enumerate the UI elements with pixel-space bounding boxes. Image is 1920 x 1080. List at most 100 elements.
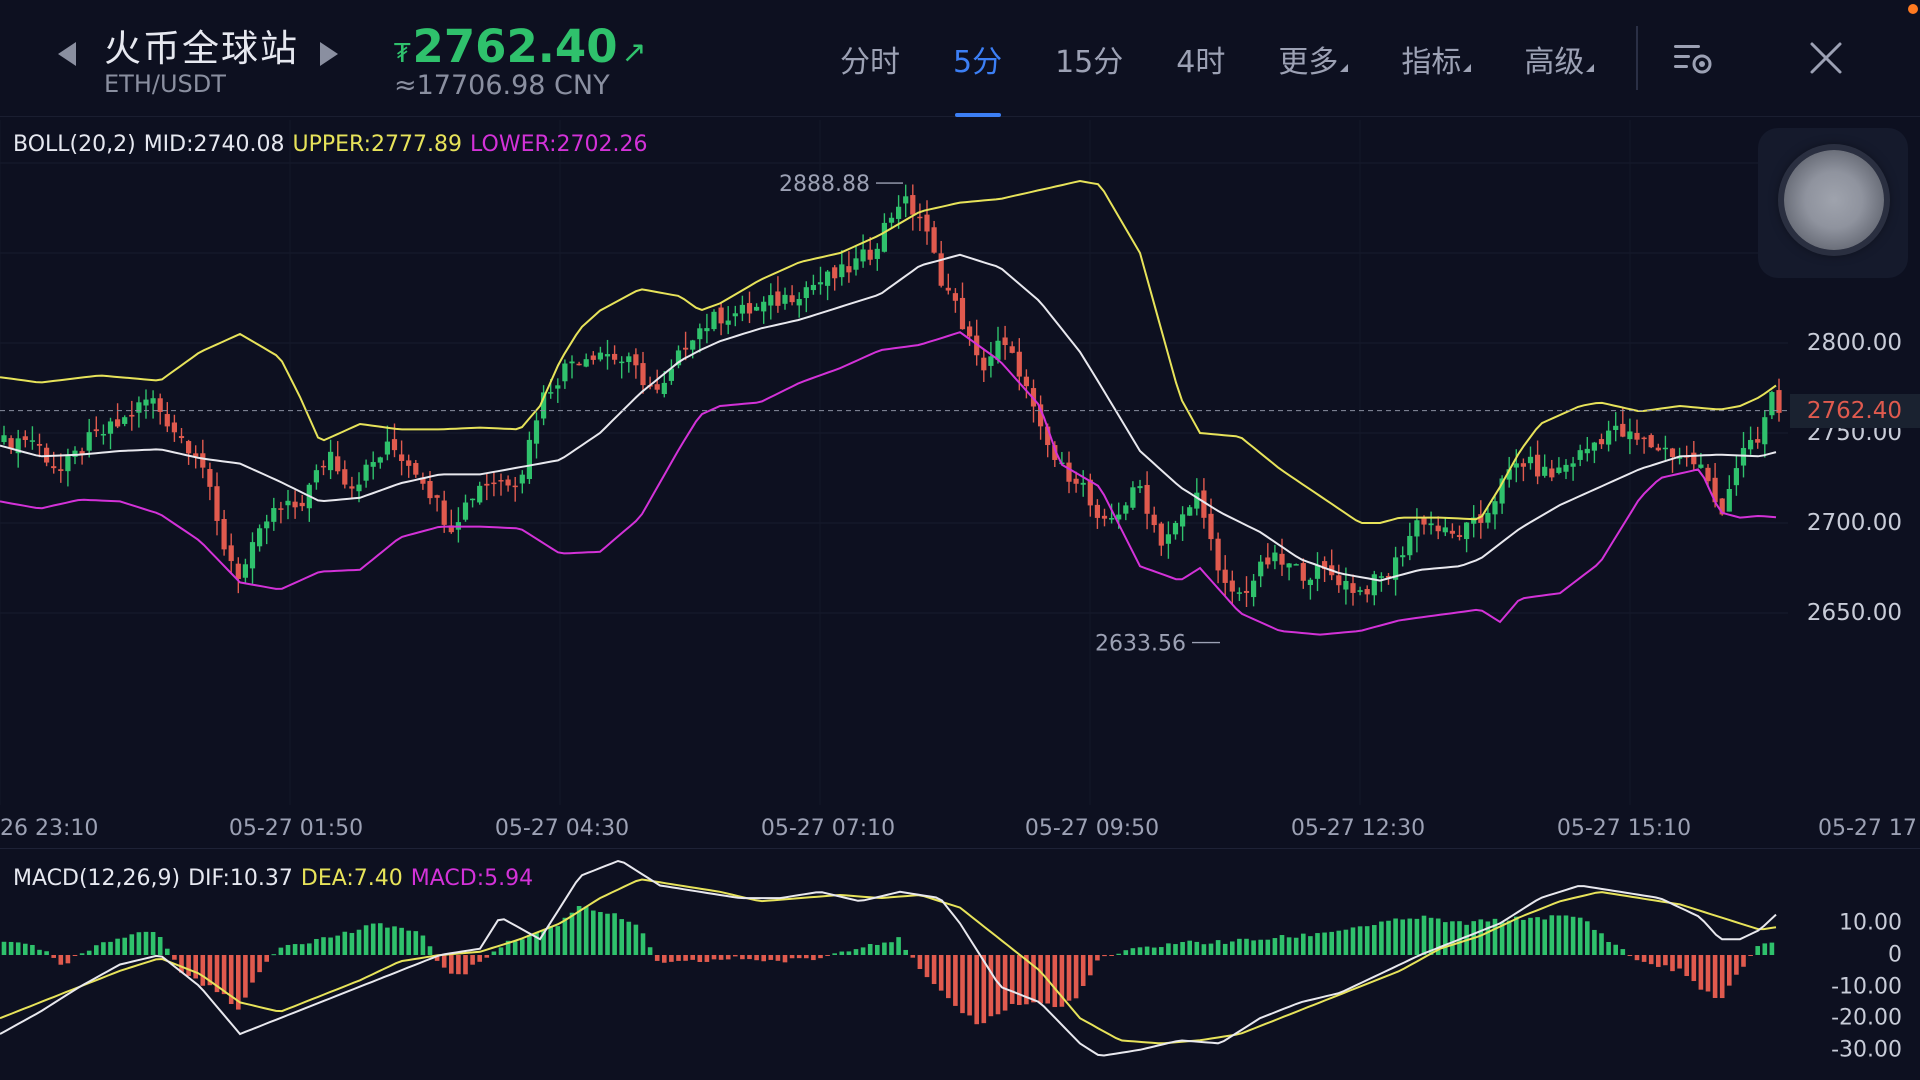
- candle-body: [1123, 505, 1129, 514]
- candle-up: [1407, 522, 1413, 561]
- candle-down: [512, 476, 518, 502]
- macd-bar-positive: [1151, 947, 1157, 955]
- candle-body: [1762, 417, 1768, 445]
- candle-up: [697, 323, 703, 353]
- candle-down: [1038, 395, 1044, 440]
- candle-body: [988, 356, 994, 366]
- candle-body: [136, 402, 142, 413]
- candle-body: [860, 249, 866, 262]
- macd-bar-negative: [811, 955, 816, 961]
- candle-body: [1229, 580, 1235, 592]
- tab-4h[interactable]: 4时: [1176, 0, 1225, 117]
- macd-bar-positive: [626, 921, 632, 955]
- candle-up: [1726, 475, 1732, 512]
- tab-indicators[interactable]: 指标: [1401, 0, 1472, 117]
- chart-settings-icon[interactable]: [1672, 42, 1714, 76]
- macd-bar-positive: [115, 938, 120, 955]
- tab-more[interactable]: 更多: [1278, 0, 1349, 117]
- candle-body: [1584, 448, 1590, 454]
- macd-bar-negative: [221, 955, 227, 995]
- tab-5min[interactable]: 5分: [953, 0, 1002, 117]
- candle-up: [1080, 470, 1086, 497]
- candle-body: [555, 385, 561, 389]
- macd-bar-positive: [1258, 939, 1263, 955]
- candle-body: [896, 206, 902, 219]
- candle-down: [406, 454, 412, 478]
- tab-advanced[interactable]: 高级: [1524, 0, 1595, 117]
- macd-bar-negative: [938, 955, 944, 991]
- macd-bar-negative: [910, 955, 916, 958]
- candle-body: [470, 498, 476, 501]
- candle-up: [519, 470, 525, 494]
- candle-body: [1648, 435, 1654, 448]
- macd-bar-negative: [1080, 955, 1086, 987]
- macd-bar-positive: [1251, 940, 1256, 955]
- macd-bar-negative: [207, 955, 213, 986]
- tab-15min[interactable]: 15分: [1055, 0, 1123, 117]
- candle-up: [1769, 390, 1775, 420]
- candle-body: [512, 485, 518, 488]
- macd-bar-positive: [321, 937, 326, 955]
- macd-bar-positive: [846, 951, 852, 955]
- boll-legend: BOLL(20,2) MID:2740.08 UPPER:2777.89 LOWER:…: [13, 132, 656, 157]
- candle-up: [470, 498, 476, 508]
- macd-bar-positive: [1400, 919, 1405, 955]
- candle-body: [100, 434, 106, 436]
- tab-timeline[interactable]: 分时: [840, 0, 900, 117]
- candle-body: [1563, 464, 1569, 472]
- candle-up: [903, 184, 909, 218]
- candle-down: [58, 453, 64, 483]
- candle-down: [945, 273, 951, 295]
- macd-chart[interactable]: [0, 852, 1788, 1080]
- time-axis-label: 05-27 07:10: [760, 816, 896, 841]
- candle-up: [1258, 555, 1264, 588]
- candle-down: [342, 460, 348, 489]
- candle-body: [93, 429, 99, 432]
- candle-down: [1052, 441, 1058, 468]
- candle-body: [1598, 439, 1605, 445]
- chevron-right-icon[interactable]: [320, 42, 338, 66]
- candle-up: [704, 313, 710, 344]
- macd-bar-negative: [946, 955, 951, 999]
- candle-up: [626, 352, 632, 373]
- tab-label: 5分: [953, 44, 1003, 80]
- candle-body: [1038, 404, 1044, 427]
- macd-bar-positive: [512, 941, 518, 955]
- candle-down: [1229, 570, 1235, 605]
- chart-scroll-widget[interactable]: [1758, 128, 1908, 278]
- macd-bar-negative: [1719, 955, 1725, 999]
- candle-down: [1073, 471, 1079, 493]
- macd-bar-negative: [690, 955, 695, 960]
- macd-bar-positive: [853, 949, 859, 955]
- candle-up: [1762, 410, 1768, 458]
- macd-bar-negative: [818, 955, 823, 959]
- candle-down: [1336, 564, 1342, 593]
- candle-body: [129, 414, 135, 417]
- candle-body: [917, 216, 923, 219]
- candle-body: [1286, 563, 1292, 568]
- candle-body: [441, 500, 447, 525]
- trading-pair: ETH/USDT: [104, 70, 226, 98]
- candle-up: [690, 339, 696, 359]
- close-icon[interactable]: [1808, 40, 1844, 76]
- macd-bar-positive: [903, 949, 908, 955]
- candle-body: [1549, 468, 1555, 478]
- candle-body: [107, 421, 114, 434]
- macd-bar-positive: [1478, 919, 1484, 955]
- macd-bar-positive: [619, 919, 624, 955]
- chevron-left-icon[interactable]: [58, 42, 76, 66]
- macd-bar-negative: [1088, 955, 1093, 976]
- scroll-knob-icon[interactable]: [1784, 150, 1884, 250]
- macd-bar-negative: [782, 955, 788, 963]
- candle-body: [1520, 463, 1526, 467]
- candlestick-chart[interactable]: 2888.88 2633.56: [0, 120, 1788, 805]
- candle-up: [1393, 546, 1399, 596]
- candle-body: [1265, 557, 1271, 565]
- time-axis-label: 26 23:10: [0, 816, 99, 841]
- macd-bar-negative: [441, 955, 447, 968]
- candle-body: [1101, 515, 1108, 519]
- candle-body: [739, 304, 745, 314]
- candle-body: [413, 463, 419, 475]
- macd-bar-negative: [1102, 955, 1107, 957]
- macd-bar-positive: [378, 923, 383, 955]
